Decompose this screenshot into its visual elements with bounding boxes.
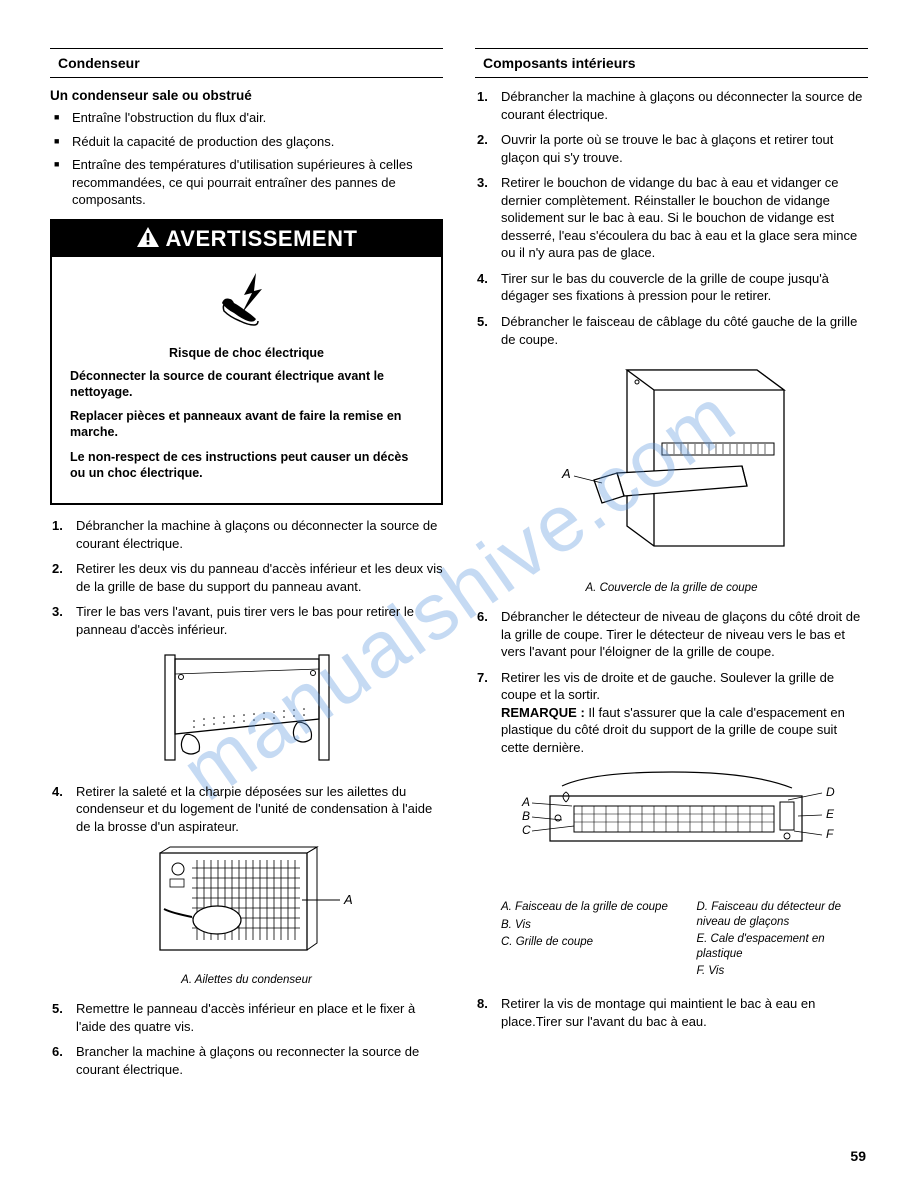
left-steps-c: Remettre le panneau d'accès inférieur en… [50, 1000, 443, 1078]
page-number: 59 [850, 1148, 866, 1164]
legend-B: B. Vis [501, 918, 673, 932]
warning-p2: Replacer pièces et panneaux avant de fai… [70, 408, 423, 441]
step-3: Tirer le bas vers l'avant, puis tirer ve… [76, 603, 443, 638]
legend-A: A. Faisceau de la grille de coupe [501, 900, 673, 914]
left-subheading: Un condenseur sale ou obstrué [50, 88, 443, 103]
right-steps-b: Débrancher le détecteur de niveau de gla… [475, 608, 868, 756]
svg-text:F: F [826, 827, 834, 841]
warning-text-block: Risque de choc électrique Déconnecter la… [52, 344, 441, 504]
right-column: Composants intérieurs Débrancher la mach… [475, 48, 868, 1086]
right-figure-2: A B C D E F [475, 766, 868, 886]
step-5: Remettre le panneau d'accès inférieur en… [76, 1000, 443, 1035]
svg-text:D: D [826, 785, 835, 799]
warning-p1: Déconnecter la source de courant électri… [70, 368, 423, 401]
bullet-item: Entraîne l'obstruction du flux d'air. [72, 109, 443, 127]
right-heading: Composants intérieurs [475, 48, 868, 78]
svg-text:C: C [522, 823, 531, 837]
legend-left: A. Faisceau de la grille de coupe B. Vis… [501, 900, 673, 981]
warning-p3: Le non-respect de ces instructions peut … [70, 449, 423, 482]
svg-text:E: E [826, 807, 835, 821]
two-column-layout: Condenseur Un condenseur sale ou obstrué… [50, 48, 868, 1086]
step-4: Tirer sur le bas du couvercle de la gril… [501, 270, 868, 305]
step-2: Retirer les deux vis du panneau d'accès … [76, 560, 443, 595]
left-figure-2: A A. Ailettes du condenseur [50, 845, 443, 986]
legend-C: C. Grille de coupe [501, 935, 673, 949]
legend-E: E. Cale d'espacement en plastique [697, 932, 869, 961]
step-8: Retirer la vis de montage qui maintient … [501, 995, 868, 1030]
step-6: Brancher la machine à glaçons ou reconne… [76, 1043, 443, 1078]
warning-banner: AVERTISSEMENT [52, 221, 441, 257]
right-steps-c: Retirer la vis de montage qui maintient … [475, 995, 868, 1030]
step-4: Retirer la saleté et la charpie déposées… [76, 783, 443, 836]
shock-hand-icon [52, 257, 441, 344]
label-A: A [343, 892, 352, 907]
legend: A. Faisceau de la grille de coupe B. Vis… [501, 900, 868, 981]
warning-box: AVERTISSEMENT Risque de choc électrique … [50, 219, 443, 506]
legend-F: F. Vis [697, 964, 869, 978]
step-3: Retirer le bouchon de vidange du bac à e… [501, 174, 868, 262]
left-heading: Condenseur [50, 48, 443, 78]
remark-label: REMARQUE : [501, 705, 585, 720]
step-7: Retirer les vis de droite et de gauche. … [501, 669, 868, 757]
svg-text:B: B [522, 809, 530, 823]
step-1: Débrancher la machine à glaçons ou décon… [501, 88, 868, 123]
step-5: Débrancher le faisceau de câblage du côt… [501, 313, 868, 348]
step-6: Débrancher le détecteur de niveau de gla… [501, 608, 868, 661]
left-figure-1 [50, 649, 443, 769]
svg-text:A: A [561, 466, 571, 481]
left-steps-b: Retirer la saleté et la charpie déposées… [50, 783, 443, 836]
warning-subtitle: Risque de choc électrique [70, 346, 423, 360]
left-column: Condenseur Un condenseur sale ou obstrué… [50, 48, 443, 1086]
legend-right: D. Faisceau du détecteur de niveau de gl… [697, 900, 869, 981]
legend-D: D. Faisceau du détecteur de niveau de gl… [697, 900, 869, 929]
left-fig2-caption: A. Ailettes du condenseur [50, 974, 443, 986]
warning-banner-text: AVERTISSEMENT [166, 226, 358, 252]
svg-text:A: A [521, 795, 530, 809]
step-1: Débrancher la machine à glaçons ou décon… [76, 517, 443, 552]
right-steps-a: Débrancher la machine à glaçons ou décon… [475, 88, 868, 348]
left-steps: Débrancher la machine à glaçons ou décon… [50, 517, 443, 638]
right-fig1-caption: A. Couvercle de la grille de coupe [475, 582, 868, 594]
bullet-item: Entraîne des températures d'utilisation … [72, 156, 443, 209]
step-2: Ouvrir la porte où se trouve le bac à gl… [501, 131, 868, 166]
left-bullets: Entraîne l'obstruction du flux d'air. Ré… [50, 109, 443, 209]
right-figure-1: A A. Couvercle de la grille de coupe [475, 358, 868, 594]
warning-triangle-icon [136, 226, 160, 252]
bullet-item: Réduit la capacité de production des gla… [72, 133, 443, 151]
